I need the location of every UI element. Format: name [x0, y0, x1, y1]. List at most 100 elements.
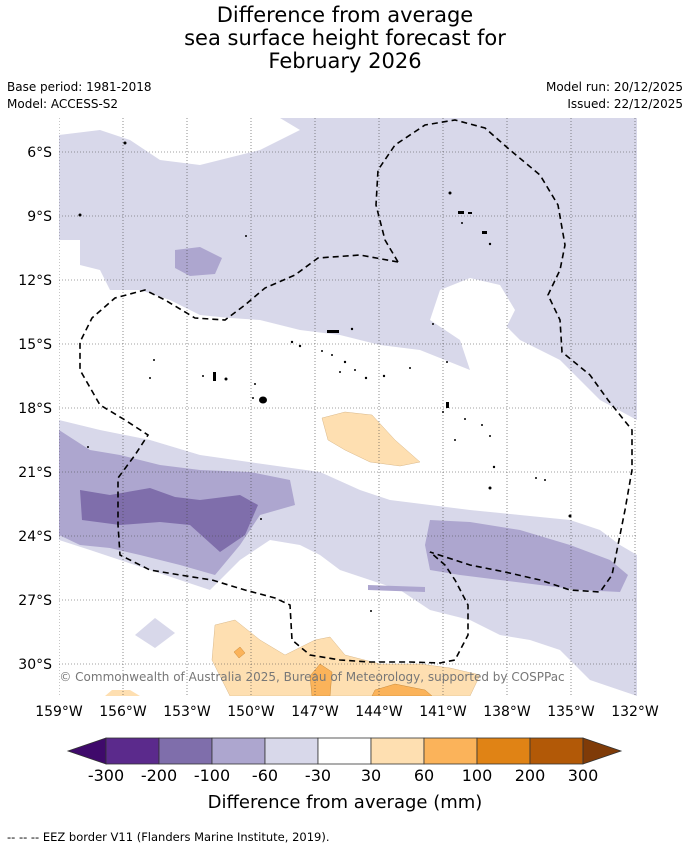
island: [461, 222, 463, 224]
colorbar-segment: [529, 737, 584, 765]
colorbar-label: -60: [251, 766, 279, 785]
island: [442, 411, 444, 413]
islands: [78, 141, 572, 612]
map-title: Difference from average sea surface heig…: [0, 4, 690, 73]
island: [458, 211, 464, 214]
island: [259, 396, 267, 404]
anomaly-region-light-north: [59, 118, 637, 420]
island: [123, 141, 127, 145]
lon-label: 159°W: [35, 704, 83, 720]
lat-label: 15°S: [18, 337, 52, 353]
island: [224, 377, 228, 381]
lon-label: 153°W: [163, 704, 211, 720]
colorbar-segment: [158, 737, 213, 765]
island: [87, 446, 89, 448]
eez-footnote: -- -- -- EEZ border V11 (Flanders Marine…: [7, 830, 330, 844]
anomaly-region-white-top: [59, 118, 300, 165]
island: [492, 465, 496, 469]
island: [448, 191, 452, 195]
title-line-2: sea surface height forecast for: [184, 26, 506, 50]
island: [544, 479, 546, 481]
island: [382, 374, 386, 378]
longitude-labels: 159°W 156°W 153°W 150°W 147°W 144°W 141°…: [35, 704, 659, 720]
island: [488, 486, 492, 490]
anomaly-region-60-patch-b: [371, 683, 433, 696]
model-run: Model run: 20/12/2025: [545, 80, 683, 94]
colorbar-label: 200: [514, 766, 546, 785]
island: [482, 231, 487, 234]
lon-label: 150°W: [227, 704, 275, 720]
colorbar-label: -30: [304, 766, 332, 785]
lon-label: 135°W: [547, 704, 595, 720]
island: [331, 354, 333, 356]
island: [446, 361, 448, 363]
lat-label: 6°S: [27, 145, 52, 161]
lat-label: 9°S: [27, 209, 52, 225]
lat-label: 21°S: [18, 465, 52, 481]
island: [149, 377, 151, 379]
island: [321, 350, 323, 352]
lon-label: 144°W: [355, 704, 403, 720]
colorbar-segment: [211, 737, 266, 765]
eez-border-cook-islands: [79, 254, 469, 664]
island: [432, 323, 434, 325]
issued-date: Issued: 22/12/2025: [567, 97, 683, 111]
latitude-labels: 6°S 9°S 12°S 15°S 18°S 21°S 24°S 27°S 30…: [18, 145, 52, 673]
anomaly-region-thin-strip: [368, 585, 425, 592]
anomaly-region-dark: [80, 488, 258, 552]
lat-label: 27°S: [18, 593, 52, 609]
colorbar-segment: [423, 737, 478, 765]
colorbar-segment: [264, 737, 319, 765]
lat-label: 12°S: [18, 273, 52, 289]
island: [488, 242, 492, 246]
colorbar-label: -300: [87, 766, 125, 785]
colorbar-label: 60: [413, 766, 435, 785]
title-line-1: Difference from average: [216, 3, 474, 27]
island: [260, 518, 262, 520]
lat-label: 30°S: [18, 657, 52, 673]
island: [364, 376, 368, 380]
anomaly-region-white-pocket: [440, 278, 515, 330]
colorbar-label: 30: [360, 766, 382, 785]
colorbar-segment: [370, 737, 425, 765]
island: [327, 330, 339, 333]
anomaly-field: [59, 118, 637, 696]
anomaly-region-mid-east: [425, 520, 628, 592]
island: [468, 212, 472, 214]
colorbar-label: 300: [567, 766, 599, 785]
anomaly-region-60-patch-c: [233, 646, 246, 659]
lat-label: 18°S: [18, 401, 52, 417]
island: [343, 360, 347, 364]
island: [454, 439, 456, 441]
island: [370, 610, 372, 612]
colorbar-title: Difference from average (mm): [207, 792, 483, 813]
eez-borders: [79, 119, 633, 664]
island: [354, 369, 356, 371]
island: [252, 397, 254, 399]
island: [464, 418, 466, 420]
island: [213, 372, 216, 381]
lon-label: 147°W: [291, 704, 339, 720]
anomaly-region-small-patch: [135, 618, 175, 648]
island: [489, 435, 491, 437]
island: [254, 383, 256, 385]
island: [350, 327, 354, 331]
colorbar-label: -200: [140, 766, 178, 785]
island: [446, 402, 449, 408]
island: [481, 424, 483, 426]
colorbar-extend-low: [66, 737, 107, 765]
title-line-3: February 2026: [268, 49, 422, 73]
colorbar-label: -100: [193, 766, 231, 785]
lon-label: 141°W: [419, 704, 467, 720]
colorbar-extend-high: [582, 737, 623, 765]
island: [202, 375, 204, 377]
copyright-notice: © Commonwealth of Australia 2025, Bureau…: [59, 670, 564, 684]
anomaly-region-positive-18s: [321, 411, 421, 467]
gridlines: [59, 118, 637, 696]
colorbar-segment: [317, 737, 372, 765]
island: [290, 340, 294, 344]
colorbar-label: 100: [461, 766, 493, 785]
colorbar-segment: [476, 737, 531, 765]
meta-left: Base period: 1981-2018 Model: ACCESS-S2: [7, 79, 152, 113]
